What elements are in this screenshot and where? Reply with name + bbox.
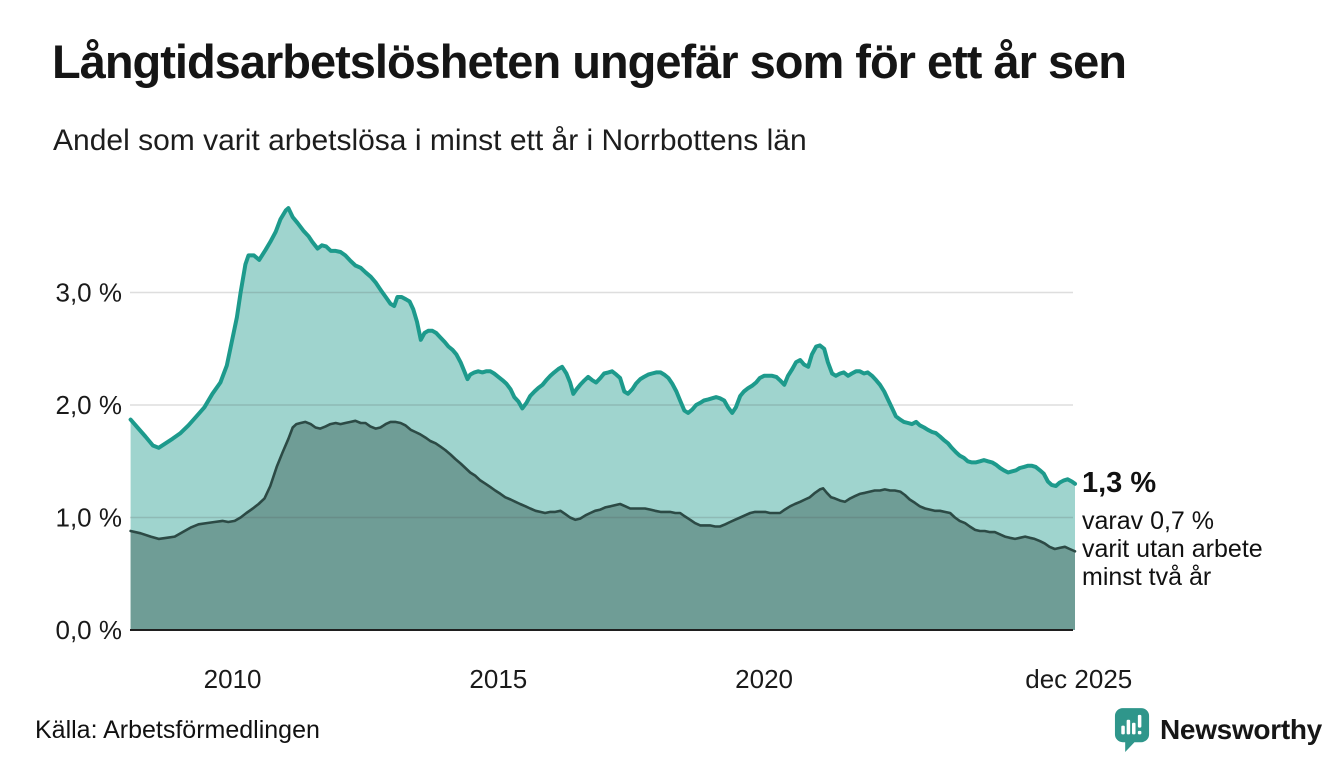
y-tick-label: 1,0 % [56, 503, 123, 533]
latest-value-label: 1,3 % [1082, 467, 1157, 499]
y-tick-label: 3,0 % [56, 278, 123, 308]
latest-detail-line: varav 0,7 % [1082, 507, 1215, 535]
area-fill-series-2 [130, 420, 1076, 630]
latest-detail-line: varit utan arbete [1082, 535, 1263, 563]
x-tick-label: 2015 [469, 664, 527, 694]
latest-detail-line: minst två år [1082, 563, 1212, 591]
newsworthy-logo: Newsworthy [1113, 707, 1322, 753]
latest-value-detail: varav 0,7 % varit utan arbete minst två … [1082, 507, 1263, 591]
newsworthy-speech-bubble-chart-icon [1114, 708, 1150, 752]
page-title: Långtidsarbetslösheten ungefär som för e… [52, 35, 1127, 88]
x-tick-label: 2020 [735, 664, 793, 694]
newsworthy-wordmark: Newsworthy [1160, 714, 1322, 745]
y-tick-label: 2,0 % [56, 390, 123, 420]
x-tick-label: 2010 [204, 664, 262, 694]
y-tick-label: 0,0 % [56, 615, 123, 645]
page-subtitle: Andel som varit arbetslösa i minst ett å… [53, 124, 807, 157]
trend-line-series-1 [128, 206, 1077, 488]
source-note: Källa: Arbetsförmedlingen [35, 716, 320, 744]
trend-line-series-2 [129, 419, 1077, 553]
x-tick-label: dec 2025 [1025, 664, 1132, 694]
